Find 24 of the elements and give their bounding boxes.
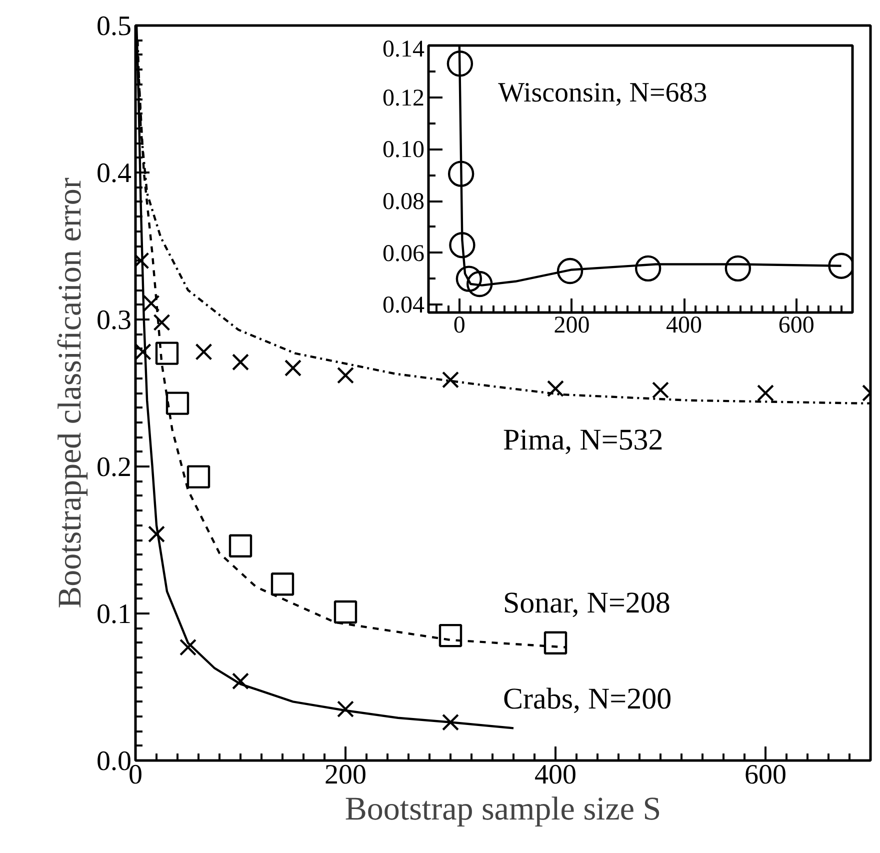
y-axis-title: Bootstrapped classification error [52, 178, 88, 608]
x-tick-label: 400 [666, 312, 702, 338]
x-tick-label: 200 [554, 312, 590, 338]
y-tick-label: 0.04 [382, 292, 424, 319]
series-label: Sonar, N=208 [503, 586, 670, 620]
y-tick-label: 0.3 [96, 305, 132, 336]
y-tick-label: 0.10 [382, 137, 424, 164]
x-tick-label: 0 [453, 312, 466, 338]
y-tick-label: 0.12 [382, 85, 424, 112]
y-tick-label: 0.08 [382, 189, 424, 216]
y-tick-label: 0.06 [382, 240, 424, 267]
y-tick-label: 0.2 [96, 452, 132, 483]
y-tick-label: 0.4 [96, 158, 132, 189]
x-tick-label: 600 [744, 760, 786, 790]
y-tick-label: 0.1 [96, 599, 132, 630]
x-tick-label: 400 [534, 760, 576, 790]
x-tick-label: 200 [324, 760, 366, 790]
y-tick-label: 0.5 [96, 11, 132, 42]
x-tick-label: 600 [778, 312, 814, 338]
series-label: Pima, N=532 [503, 424, 664, 457]
x-axis-title: Bootstrap sample size S [344, 792, 662, 828]
y-tick-label: 0.14 [382, 36, 424, 62]
series-label: Crabs, N=200 [503, 682, 672, 716]
legend-label: Wisconsin, N=683 [498, 78, 708, 109]
